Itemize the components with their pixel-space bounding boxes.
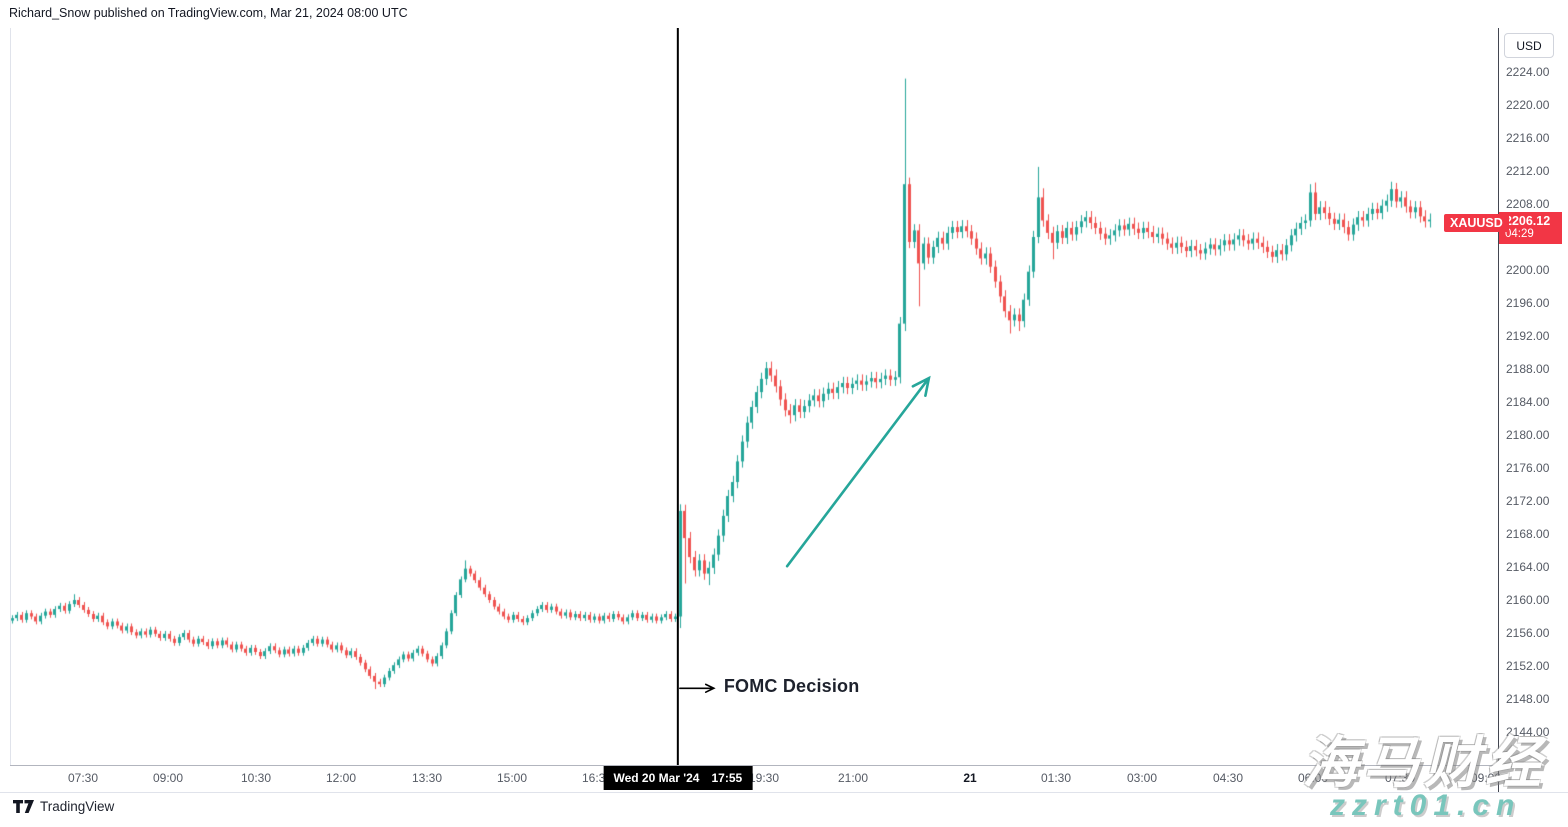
footer-logo[interactable]: TradingView [13,799,114,814]
tradingview-logo-icon [13,799,34,813]
price-axis-separator [1498,28,1499,792]
event-time-label: Wed 20 Mar '24 17:55 [603,766,753,790]
time-tick-label: 07:30 [67,771,99,785]
price-tick-label: 2200.00 [1506,263,1550,277]
time-axis[interactable]: 07:30 09:00 10:30 12:00 13:30 15:00 16:30 19:30… [0,766,1568,792]
price-tick-label: 2220.00 [1506,98,1550,112]
price-tick-label: 2180.00 [1506,428,1550,442]
price-tick-label: 2196.00 [1506,296,1550,310]
time-tick-label: 06:00 [1297,771,1329,785]
price-tick-label: 2216.00 [1506,131,1550,145]
price-tick-label: 2192.00 [1506,329,1550,343]
candlestick-canvas[interactable] [10,28,1498,765]
time-tick-label: 09:00 [152,771,184,785]
price-tick-label: 2208.00 [1506,197,1550,211]
time-tick-label: 10:30 [240,771,272,785]
bar-countdown: 04:29 [1505,227,1534,240]
fomc-annotation-label: FOMC Decision [723,676,860,697]
time-tick-label: 15:00 [496,771,528,785]
price-tick-label: 2168.00 [1506,527,1550,541]
last-price-value: 2206.12 [1505,213,1551,228]
time-tick-label: 12:00 [325,771,357,785]
last-price-label: 2206.12 04:29 [1499,211,1562,245]
price-tick-label: 2144.00 [1506,725,1550,739]
time-axis-bottom-border [0,792,1568,793]
watermark-line1: 海马财经 [1302,731,1546,794]
attribution: Richard_Snow published on TradingView.co… [9,6,408,20]
price-tick-label: 2224.00 [1506,65,1550,79]
price-tick-label: 2176.00 [1506,461,1550,475]
price-tick-label: 2184.00 [1506,395,1550,409]
event-date-text: Wed 20 Mar '24 [613,771,700,785]
price-tick-label: 2156.00 [1506,626,1550,640]
time-tick-label: 09:00 [1470,771,1502,785]
price-tick-label: 2160.00 [1506,593,1550,607]
time-tick-label: 07:30 [1384,771,1416,785]
price-tick-label: 2212.00 [1506,164,1550,178]
time-tick-label: 01:30 [1040,771,1072,785]
watermark-line2: zzrt01.cn [1330,789,1522,822]
chart-bottom-border [10,765,1498,766]
price-tick-label: 2148.00 [1506,692,1550,706]
chart-left-border [10,28,11,765]
price-tick-label: 2188.00 [1506,362,1550,376]
time-tick-label: 21 [963,771,977,785]
time-tick-label: 13:30 [411,771,443,785]
price-tick-label: 2152.00 [1506,659,1550,673]
event-time-text: 17:55 [711,771,743,785]
price-tick-label: 2172.00 [1506,494,1550,508]
time-tick-label: 19:30 [748,771,780,785]
time-tick-label: 04:30 [1212,771,1244,785]
price-axis[interactable]: 2224.002220.002216.002212.002208.002204.… [1499,28,1568,792]
tradingview-logo-text: TradingView [40,799,115,814]
currency-button[interactable]: USD [1504,33,1554,58]
time-tick-label: 03:00 [1126,771,1158,785]
price-tick-label: 2164.00 [1506,560,1550,574]
symbol-price-tag: XAUUSD [1444,213,1509,232]
time-tick-label: 21:00 [837,771,869,785]
